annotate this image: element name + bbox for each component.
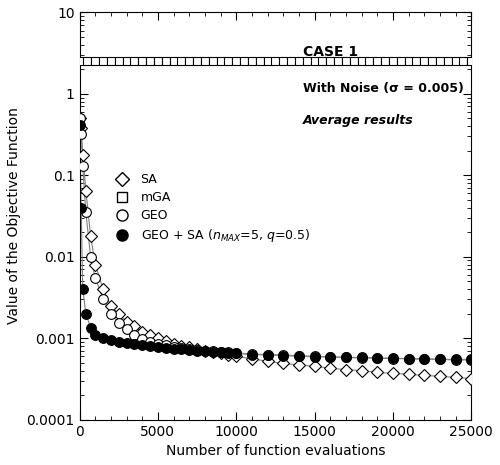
Text: CASE 1: CASE 1 — [303, 45, 358, 59]
Text: With Noise (σ = 0.005): With Noise (σ = 0.005) — [303, 82, 464, 95]
Text: Average results: Average results — [303, 114, 414, 127]
X-axis label: Number of function evaluations: Number of function evaluations — [166, 444, 385, 458]
Y-axis label: Value of the Objective Function: Value of the Objective Function — [7, 107, 21, 325]
Legend: SA, mGA, GEO, GEO + SA ($n_{MAX}$=5, $q$=0.5): SA, mGA, GEO, GEO + SA ($n_{MAX}$=5, $q$… — [110, 173, 310, 245]
